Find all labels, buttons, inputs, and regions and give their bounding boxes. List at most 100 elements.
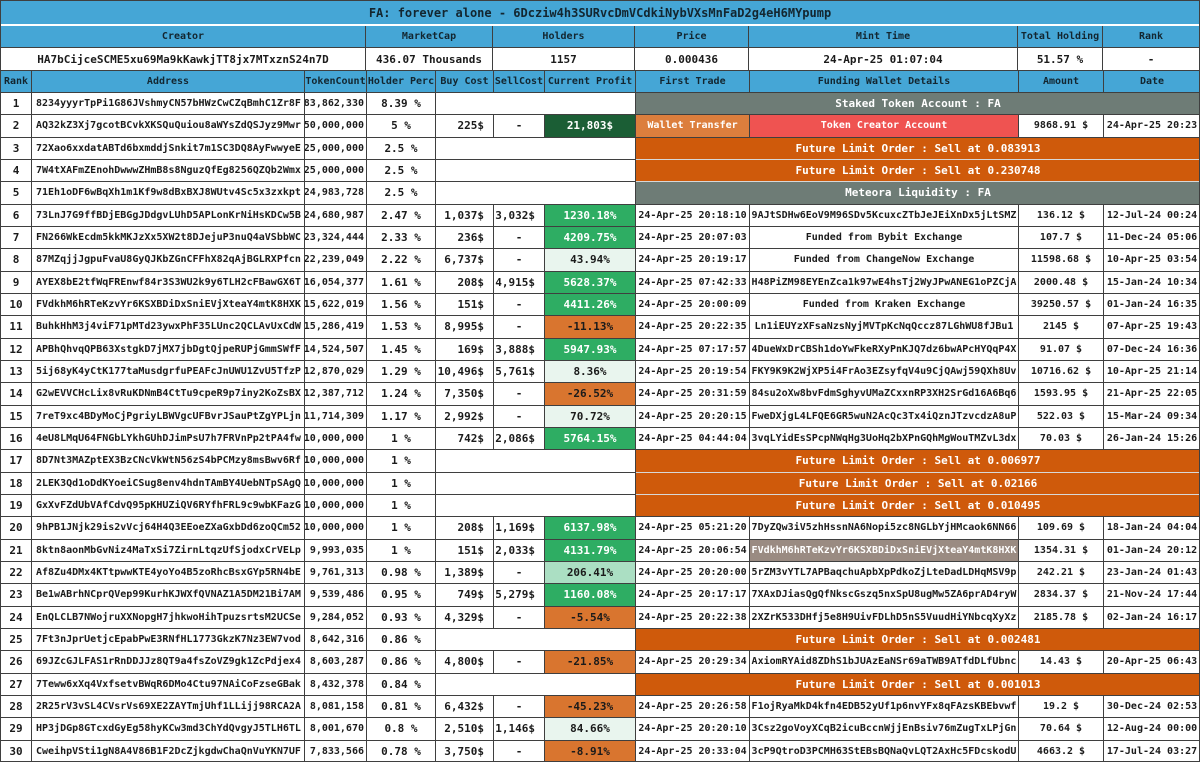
column-header-cell: Buy Cost xyxy=(436,71,494,93)
funding-wallet-cell: Funded from Kraken Exchange xyxy=(750,293,1019,317)
address-cell: 7reT9xc4BDyMoCjPgriyLBWVgcUFBvrJSauPtZgY… xyxy=(32,405,305,428)
table-row: 29 HP3jDGp8GTcxdGyEg58hyKCw3md3ChYdQvgyJ5… xyxy=(1,718,1199,741)
token-count-cell: 8,603,287 xyxy=(305,651,367,674)
column-header-cell: Funding Wallet Details xyxy=(750,71,1019,93)
token-count-cell: 25,000,000 xyxy=(305,137,367,160)
address-cell: 4eU8LMqU64FNGbLYkhGUhDJimPsU7h7FRVnPp2tP… xyxy=(32,427,305,451)
holder-perc-cell: 1 % xyxy=(367,427,436,451)
amount-cell: 9868.91 $ xyxy=(1019,115,1104,138)
holder-perc-cell: 1 % xyxy=(367,517,436,540)
first-trade-cell: 24-Apr-25 20:20:15 xyxy=(636,405,750,428)
first-trade-cell: 24-Apr-25 20:29:34 xyxy=(636,651,750,674)
sell-cost-cell: - xyxy=(494,226,545,250)
profit-cell: -21.85% xyxy=(545,651,636,674)
address-cell: Be1wABrhNCprQVep99KurhKJWXfQVNAZ1A5DM21B… xyxy=(32,584,305,607)
token-count-cell: 12,870,029 xyxy=(305,360,367,384)
date-cell: 01-Jan-24 20:12 xyxy=(1104,539,1199,562)
sell-cost-cell: - xyxy=(494,115,545,138)
first-trade-cell: 24-Apr-25 20:00:09 xyxy=(636,293,750,317)
first-trade-cell: 24-Apr-25 07:17:57 xyxy=(636,338,750,361)
empty-cost-cell xyxy=(436,494,636,518)
profit-cell: 5947.93% xyxy=(545,338,636,361)
rank-cell: 17 xyxy=(1,450,32,473)
first-trade-cell: 24-Apr-25 20:06:54 xyxy=(636,539,750,562)
token-count-cell: 10,000,000 xyxy=(305,517,367,540)
holder-perc-cell: 0.8 % xyxy=(367,718,436,741)
holder-perc-cell: 0.95 % xyxy=(367,584,436,607)
rank-cell: 16 xyxy=(1,427,32,451)
summary-header-cell: Total Holding xyxy=(1018,26,1103,48)
profit-cell: 84.66% xyxy=(545,718,636,741)
summary-value-cell: 436.07 Thousands xyxy=(366,48,493,71)
table-row: 12 APBhQhvqQPB63XstgkD7jMX7jbDgtQjpeRUPjG… xyxy=(1,338,1199,361)
holder-perc-cell: 1.53 % xyxy=(367,316,436,339)
buy-cost-cell: 169$ xyxy=(436,338,494,361)
column-header-cell: First Trade xyxy=(636,71,750,93)
buy-cost-cell: 2,510$ xyxy=(436,718,494,741)
token-count-cell: 10,000,000 xyxy=(305,427,367,451)
date-cell: 23-Jan-24 01:43 xyxy=(1104,561,1199,585)
table-row: 23 Be1wABrhNCprQVep99KurhKJWXfQVNAZ1A5DM2… xyxy=(1,584,1199,607)
summary-value-cell: 24-Apr-25 01:07:04 xyxy=(749,48,1018,71)
holder-perc-cell: 1.29 % xyxy=(367,360,436,384)
token-count-cell: 12,387,712 xyxy=(305,383,367,406)
token-count-cell: 83,862,330 xyxy=(305,93,367,116)
date-cell: 01-Jan-24 16:35 xyxy=(1104,293,1199,317)
amount-cell: 19.2 $ xyxy=(1019,695,1104,719)
table-row: 22 Af8Zu4DMx4KTtpwwKTE4yoYo4B5zoRhcBsxGYp… xyxy=(1,561,1199,585)
summary-value-row: HA7bCijceSCME5xu69Ma9kKawkjTT8jx7MTxznS2… xyxy=(1,48,1199,71)
sell-cost-cell: 2,086$ xyxy=(494,427,545,451)
address-cell: 7Ft3nJprUetjcEpabPwE3RNfHL1773GkzK7Nz3EW… xyxy=(32,628,305,652)
funding-wallet-cell: F1ojRyaMkD4kfn4EDB52yUf1p6nvYFx8qFAzsKBE… xyxy=(750,695,1019,719)
summary-value-cell: - xyxy=(1103,48,1199,71)
funding-wallet-cell: 3vqLYidEsSPcpNWqHg3UoHq2bXPnGQhMgWouTMZv… xyxy=(750,427,1019,451)
first-trade-cell: 24-Apr-25 20:22:38 xyxy=(636,606,750,629)
token-count-cell: 23,324,444 xyxy=(305,226,367,250)
rank-cell: 7 xyxy=(1,226,32,250)
sell-cost-cell: - xyxy=(494,695,545,719)
address-cell: 9hPB1JNjk29is2vVcj64H4Q3EEoeZXaGxbDd6zoQ… xyxy=(32,517,305,540)
profit-cell: -5.54% xyxy=(545,606,636,629)
first-trade-cell: 24-Apr-25 20:31:59 xyxy=(636,383,750,406)
empty-cost-cell xyxy=(436,450,636,473)
summary-value-cell: 0.000436 xyxy=(635,48,749,71)
amount-cell: 1593.95 $ xyxy=(1019,383,1104,406)
sell-cost-cell: 1,169$ xyxy=(494,517,545,540)
holder-perc-cell: 0.93 % xyxy=(367,606,436,629)
holder-perc-cell: 2.5 % xyxy=(367,137,436,160)
first-trade-cell: 24-Apr-25 20:17:17 xyxy=(636,584,750,607)
funding-wallet-cell: 3Csz2goVoyXCqB2icuBccnWjjEnBsiv76mZugTxL… xyxy=(750,718,1019,741)
first-trade-cell: 24-Apr-25 20:19:54 xyxy=(636,360,750,384)
table-row: 5 71Eh1oDF6wBqXh1m1Kf9w8dBxBXJ8WUtv4Sc5x3… xyxy=(1,182,1199,205)
holder-perc-cell: 0.86 % xyxy=(367,628,436,652)
rank-cell: 3 xyxy=(1,137,32,160)
first-trade-cell: 24-Apr-25 20:19:17 xyxy=(636,249,750,272)
funding-wallet-cell: Funded from Bybit Exchange xyxy=(750,226,1019,250)
column-header-cell: Rank xyxy=(1,71,32,93)
first-trade-cell: 24-Apr-25 20:33:04 xyxy=(636,740,750,761)
first-trade-cell: 24-Apr-25 20:26:58 xyxy=(636,695,750,719)
date-cell: 15-Mar-24 09:34 xyxy=(1104,405,1199,428)
date-cell: 15-Jan-24 10:34 xyxy=(1104,271,1199,294)
buy-cost-cell: 1,037$ xyxy=(436,204,494,227)
date-cell: 10-Apr-25 21:14 xyxy=(1104,360,1199,384)
summary-value-cell: 51.57 % xyxy=(1018,48,1103,71)
column-header-cell: Current Profit xyxy=(545,71,636,93)
sell-cost-cell: - xyxy=(494,249,545,272)
page-title: FA: forever alone - 6Dcziw4h3SURvcDmVCdk… xyxy=(1,1,1199,26)
column-header-cell: SellCost xyxy=(494,71,545,93)
rank-cell: 30 xyxy=(1,740,32,761)
holder-perc-cell: 2.33 % xyxy=(367,226,436,250)
address-cell: CweihpVSti1gN8A4V86B1F2DcZjkgdwChaQnVuYK… xyxy=(32,740,305,761)
holder-perc-cell: 1.17 % xyxy=(367,405,436,428)
first-trade-cell: 24-Apr-25 07:42:33 xyxy=(636,271,750,294)
table-row: 14 G2wEVVCHcLix8vRuKDNmB4CtTu9cpeR9p7iny2… xyxy=(1,383,1199,406)
table-row: 20 9hPB1JNjk29is2vVcj64H4Q3EEoeZXaGxbDd6z… xyxy=(1,517,1199,540)
amount-cell: 242.21 $ xyxy=(1019,561,1104,585)
sell-cost-cell: 5,279$ xyxy=(494,584,545,607)
amount-cell: 2145 $ xyxy=(1019,316,1104,339)
sell-cost-cell: - xyxy=(494,606,545,629)
token-count-cell: 25,000,000 xyxy=(305,159,367,183)
summary-value-cell: 1157 xyxy=(493,48,635,71)
address-cell: Af8Zu4DMx4KTtpwwKTE4yoYo4B5zoRhcBsxGYp5R… xyxy=(32,561,305,585)
